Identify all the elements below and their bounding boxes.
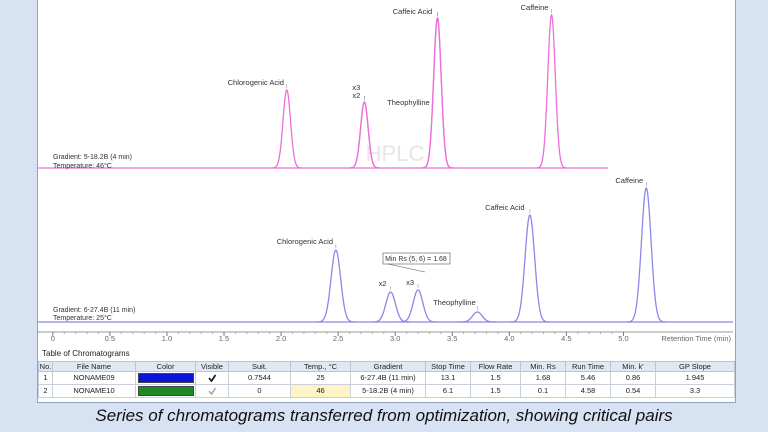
annotation: Min Rs (5, 6) = 1.68	[385, 256, 447, 263]
table-cell: NONAME10	[52, 384, 136, 398]
trace-note: Gradient: 6-27.4B (11 min)	[53, 307, 135, 314]
peak	[458, 311, 497, 323]
column-header: Suit.	[228, 361, 291, 372]
table-cell: 1.945	[655, 371, 735, 385]
column-header: Flow Rate	[470, 361, 521, 372]
table-cell: 2	[38, 384, 53, 398]
color-cell[interactable]	[135, 371, 196, 385]
peak-label: Theophylline	[433, 298, 476, 307]
table-cell: 1.68	[520, 371, 566, 385]
table-cell: 0.7544	[228, 371, 291, 385]
column-header: Color	[135, 361, 196, 372]
annotation-box	[382, 252, 451, 265]
peak	[422, 16, 453, 169]
x-tick-label: 4.5	[561, 334, 571, 343]
x-axis-label: Retention Time (min)	[661, 334, 731, 343]
chromatogram-table: No. File Name Color Visible Suit. Temp., °C Gr…	[38, 361, 735, 398]
column-header: GP Slope	[655, 361, 735, 372]
x-tick-label: 0	[51, 334, 55, 343]
peak-label: Caffeine	[615, 176, 643, 185]
x-tick-label: 3.0	[390, 334, 400, 343]
peak-label: Caffeic Acid	[485, 203, 524, 212]
x-tick-label: 2.0	[276, 334, 286, 343]
trace-note: Temperature: 46°C	[53, 162, 112, 170]
table-cell: 6.1	[425, 384, 471, 398]
checkbox[interactable]	[207, 386, 217, 396]
caption: Series of chromatograms transferred from…	[95, 406, 673, 425]
peak-label: Chlorogenic Acid	[277, 237, 333, 246]
peak	[627, 186, 666, 323]
column-header: Visible	[195, 361, 229, 372]
app-window	[37, 0, 736, 403]
table-title: Table of Chromatograms	[42, 349, 130, 358]
table-cell: 4.58	[565, 384, 611, 398]
table-cell: 0.54	[610, 384, 656, 398]
table-cell: 25	[290, 371, 351, 385]
table-cell: 1.5	[470, 371, 521, 385]
peak	[398, 289, 438, 323]
peak-label: x2	[379, 279, 387, 288]
column-header: File Name	[52, 361, 136, 372]
table-cell: NONAME09	[52, 371, 136, 385]
peak	[316, 249, 356, 323]
peak	[510, 214, 550, 323]
table-cell: 0.1	[520, 384, 566, 398]
x-tick-label: 4.0	[504, 334, 514, 343]
peak	[349, 101, 380, 169]
x-tick-label: 0.5	[105, 334, 115, 343]
x-tick-label: 3.5	[447, 334, 457, 343]
trace-note: Gradient: 5-18.2B (4 min)	[53, 154, 132, 161]
watermark: HPLC	[366, 141, 425, 166]
checkmark	[208, 387, 217, 396]
header-row: No. File Name Color Visible Suit. Temp., °C Gr…	[38, 361, 735, 372]
column-header: Gradient	[350, 361, 426, 372]
table-cell: 13.1	[425, 371, 471, 385]
x-tick-label: 5.0	[618, 334, 628, 343]
column-header: Min. k'	[610, 361, 656, 372]
peak	[271, 89, 302, 169]
visible-cell[interactable]	[195, 371, 229, 385]
chart: HPLC 0 0.5 1.0 1.5 2.0 2.5 3.0 3.5 4.0 4.5 5.0 Rete…	[38, 3, 733, 343]
peak-label: Caffeic Acid	[393, 7, 432, 16]
x-tick-label: 2.5	[333, 334, 343, 343]
peak	[536, 13, 567, 169]
table-cell: 46	[290, 384, 351, 398]
column-header: Run Time	[565, 361, 611, 372]
peak-label: Chlorogenic Acid	[228, 78, 284, 87]
peak-label: x3	[406, 278, 414, 287]
table-cell: 5-18.2B (4 min)	[350, 384, 426, 398]
peak	[371, 291, 410, 323]
table-panel: Table of Chromatograms No. File Name Color…	[38, 347, 735, 398]
checkmark	[208, 374, 217, 383]
table-cell: 1	[38, 371, 53, 385]
column-header: Temp., °C	[290, 361, 351, 372]
table-row: 1 NONAME09 0.7544 25 6-27.4B (11 min) 13.1 1.5…	[38, 371, 735, 385]
color-swatch	[137, 373, 194, 384]
visible-cell[interactable]	[195, 384, 229, 398]
checkbox[interactable]	[207, 373, 217, 383]
table-cell: 0	[228, 384, 291, 398]
peak-label: x2	[352, 91, 360, 100]
peak	[422, 16, 453, 169]
table-cell: 3.3	[655, 384, 735, 398]
peak-label: x3	[352, 83, 360, 92]
table-cell: 5.46	[565, 371, 611, 385]
column-header: No.	[38, 361, 53, 372]
column-header: Stop Time	[425, 361, 471, 372]
color-cell[interactable]	[135, 384, 196, 398]
annotation-leader	[387, 263, 426, 273]
peak-label: Theophylline	[387, 98, 430, 107]
table-cell: 0.86	[610, 371, 656, 385]
peak-label: Caffeine	[521, 3, 549, 12]
table-cell: 1.5	[470, 384, 521, 398]
column-header: Min. Rs	[520, 361, 566, 372]
color-swatch	[137, 386, 194, 397]
x-tick-label: 1.0	[162, 334, 172, 343]
trace-note: Temperature: 25°C	[53, 314, 112, 322]
table-cell: 6-27.4B (11 min)	[350, 371, 426, 385]
table-row: 2 NONAME10 0 46 5-18.2B (4 min) 6.1 1.5 0.1 4.58…	[38, 384, 735, 398]
x-tick-label: 1.5	[219, 334, 229, 343]
